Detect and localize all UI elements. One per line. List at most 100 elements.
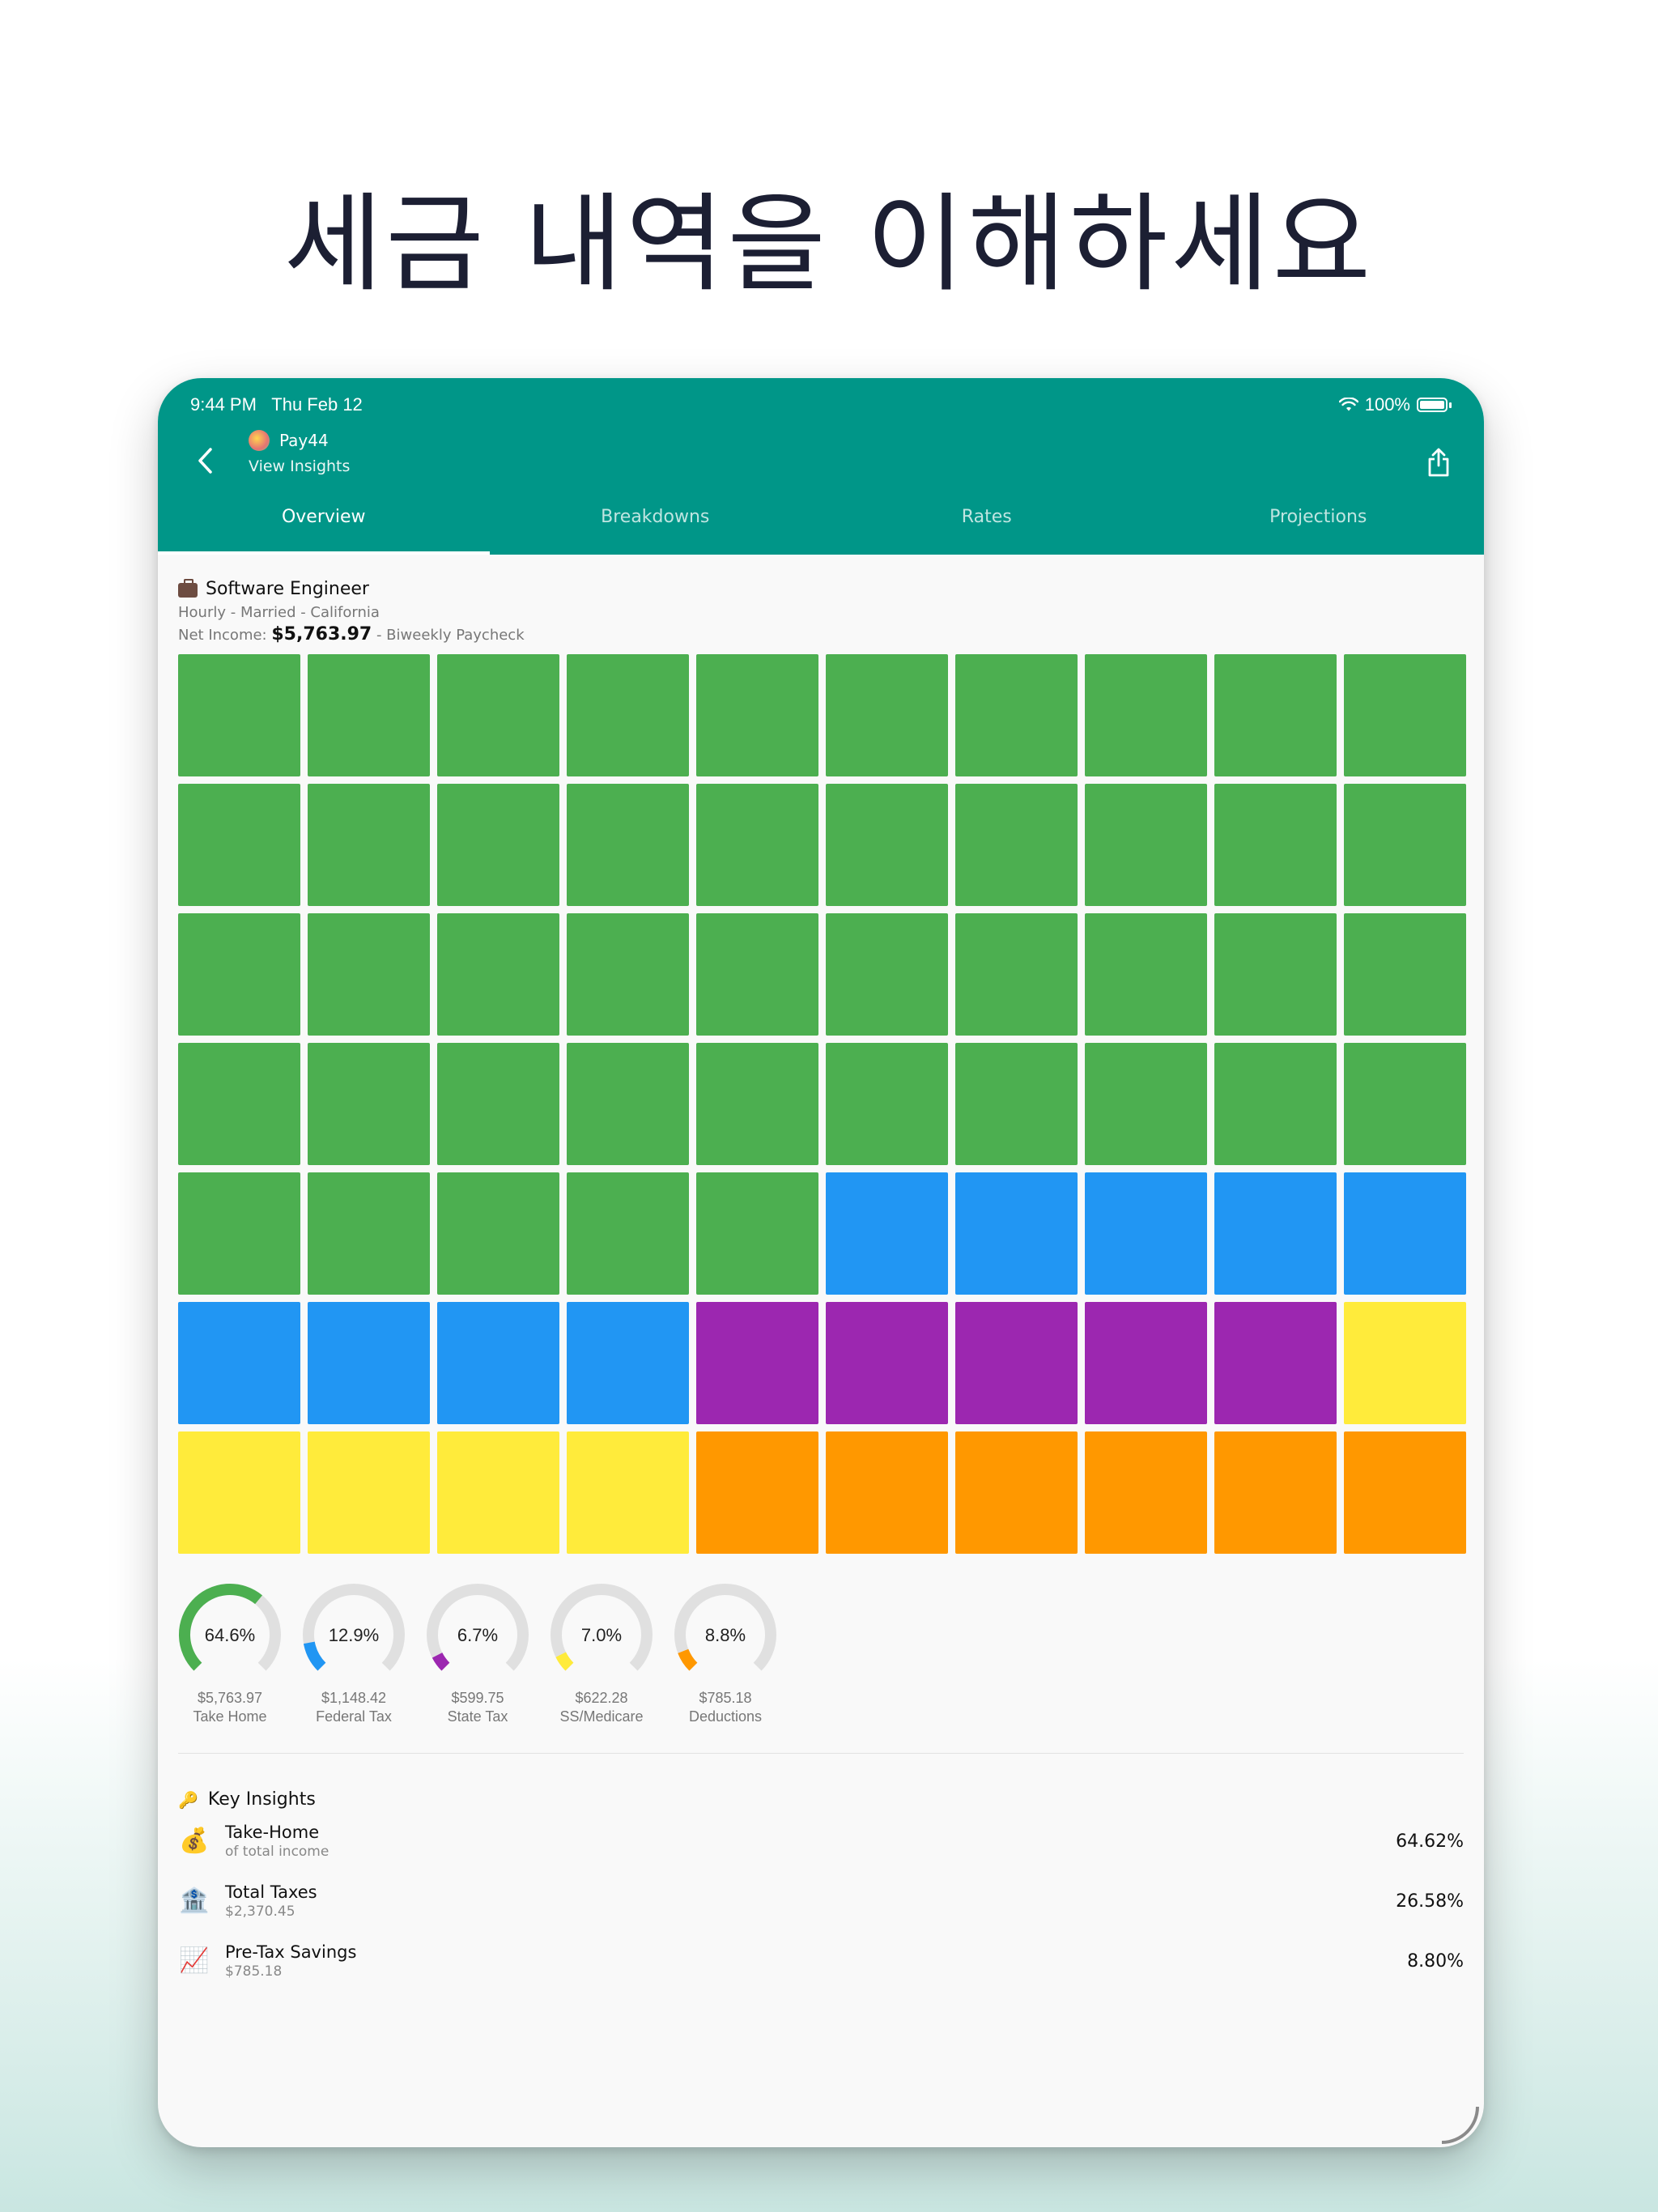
gauge-deductions: 8.8% $785.18 Deductions bbox=[674, 1583, 777, 1725]
waffle-cell-take-home bbox=[1085, 654, 1207, 776]
waffle-cell-deductions bbox=[955, 1431, 1078, 1554]
insight-sub: $785.18 bbox=[225, 1963, 283, 1980]
gauge-ss-medicare: 7.0% $622.28 SS/Medicare bbox=[550, 1583, 653, 1725]
waffle-cell-state bbox=[696, 1302, 818, 1424]
waffle-cell-take-home bbox=[696, 913, 818, 1036]
waffle-cell-take-home bbox=[955, 913, 1078, 1036]
waffle-cell-take-home bbox=[1214, 1043, 1337, 1165]
waffle-cell-take-home bbox=[1085, 1043, 1207, 1165]
gauge-row: 64.6% $5,763.97 Take Home 12.9% $1,148.4… bbox=[178, 1583, 1464, 1725]
gauge-percent: 7.0% bbox=[581, 1625, 622, 1645]
net-income-label: Net Income: bbox=[178, 627, 267, 644]
gauge-arc bbox=[179, 1584, 262, 1671]
gauge-ring: 6.7% bbox=[427, 1584, 529, 1671]
waffle-cell-take-home bbox=[1214, 654, 1337, 776]
page-headline: 세금 내역을 이해하세요 bbox=[283, 182, 1375, 307]
waffle-cell-take-home bbox=[178, 1172, 300, 1295]
waffle-cell-federal bbox=[1085, 1172, 1207, 1295]
waffle-cell-take-home bbox=[1344, 654, 1466, 776]
wifi-icon bbox=[1338, 398, 1358, 411]
back-button[interactable] bbox=[182, 438, 227, 483]
gauge-ring: 7.0% bbox=[551, 1584, 653, 1671]
status-date: Thu Feb 12 bbox=[271, 394, 363, 415]
status-right: 100% bbox=[1338, 394, 1452, 415]
gauge-federal-tax: 12.9% $1,148.42 Federal Tax bbox=[302, 1583, 406, 1725]
insight-name: Pre-Tax Savings bbox=[225, 1942, 357, 1962]
gauge-arc bbox=[555, 1652, 574, 1671]
app-logo-icon bbox=[249, 430, 270, 451]
insight-value: 64.62% bbox=[1396, 1831, 1464, 1852]
waffle-cell-take-home bbox=[178, 784, 300, 906]
key-insights-title: Key Insights bbox=[207, 1789, 316, 1810]
waffle-cell-take-home bbox=[696, 1172, 818, 1295]
waffle-cell-state bbox=[1085, 1302, 1207, 1424]
insight-total-taxes: 🏦 Total Taxes $2,370.45 26.58% bbox=[178, 1873, 1464, 1929]
insight-sub: $2,370.45 bbox=[225, 1904, 295, 1920]
app-title: Pay44 View Insights bbox=[249, 430, 350, 475]
waffle-cell-take-home bbox=[567, 1172, 689, 1295]
tab-overview[interactable]: Overview bbox=[158, 500, 490, 555]
gauge-percent: 8.8% bbox=[705, 1625, 746, 1645]
tablet-screen: 9:44 PM Thu Feb 12 100% Pay44 bbox=[158, 378, 1484, 2147]
gauge-take-home: 64.6% $5,763.97 Take Home bbox=[178, 1583, 282, 1725]
waffle-cell-take-home bbox=[567, 784, 689, 906]
waffle-cell-federal bbox=[955, 1172, 1078, 1295]
waffle-cell-take-home bbox=[1214, 913, 1337, 1036]
waffle-cell-take-home bbox=[178, 1043, 300, 1165]
insight-pretax-savings: 📈 Pre-Tax Savings $785.18 8.80% bbox=[178, 1933, 1464, 1989]
waffle-cell-ss-medicare bbox=[178, 1431, 300, 1554]
gauge-amount: $599.75 bbox=[451, 1690, 504, 1706]
waffle-cell-deductions bbox=[1344, 1431, 1466, 1554]
gauge-state-tax: 6.7% $599.75 State Tax bbox=[426, 1583, 529, 1725]
job-title-row: Software Engineer bbox=[178, 578, 1464, 599]
tab-rates[interactable]: Rates bbox=[961, 507, 1012, 527]
waffle-cell-take-home bbox=[178, 654, 300, 776]
resize-handle[interactable] bbox=[1442, 2107, 1479, 2144]
waffle-cell-federal bbox=[178, 1302, 300, 1424]
waffle-cell-take-home bbox=[437, 654, 559, 776]
gauge-amount: $622.28 bbox=[575, 1690, 628, 1706]
battery-tip bbox=[1449, 402, 1452, 408]
waffle-cell-state bbox=[1214, 1302, 1337, 1424]
waffle-cell-federal bbox=[308, 1302, 430, 1424]
waffle-cell-take-home bbox=[826, 1043, 948, 1165]
gauge-track bbox=[551, 1584, 653, 1671]
waffle-cell-take-home bbox=[308, 784, 430, 906]
chevron-left-icon bbox=[198, 448, 212, 474]
status-bar: 9:44 PM Thu Feb 12 100% bbox=[190, 388, 1452, 420]
waffle-cell-take-home bbox=[567, 1043, 689, 1165]
waffle-cell-take-home bbox=[826, 654, 948, 776]
tab-breakdowns[interactable]: Breakdowns bbox=[601, 507, 710, 527]
insight-name: Total Taxes bbox=[225, 1882, 317, 1902]
gauge-label: Deductions bbox=[688, 1708, 763, 1725]
gauge-arc bbox=[303, 1641, 326, 1671]
waffle-cell-take-home bbox=[437, 913, 559, 1036]
waffle-cell-state bbox=[826, 1302, 948, 1424]
waffle-cell-take-home bbox=[437, 784, 559, 906]
waffle-cell-take-home bbox=[826, 784, 948, 906]
gauge-track bbox=[427, 1584, 529, 1671]
tab-projections[interactable]: Projections bbox=[1269, 507, 1367, 527]
battery-icon bbox=[1417, 398, 1448, 412]
gauge-label: Take Home bbox=[193, 1708, 267, 1725]
gauge-ring: 64.6% bbox=[179, 1584, 281, 1671]
waffle-cell-federal bbox=[567, 1302, 689, 1424]
waffle-cell-deductions bbox=[1085, 1431, 1207, 1554]
share-button[interactable] bbox=[1416, 440, 1461, 485]
app-name: Pay44 bbox=[279, 431, 329, 450]
gauge-track bbox=[303, 1584, 405, 1671]
gauge-label: State Tax bbox=[447, 1708, 508, 1725]
waffle-cell-take-home bbox=[437, 1043, 559, 1165]
waffle-cell-take-home bbox=[696, 1043, 818, 1165]
waffle-cell-deductions bbox=[826, 1431, 948, 1554]
waffle-cell-take-home bbox=[1344, 913, 1466, 1036]
insight-name: Take-Home bbox=[225, 1823, 320, 1842]
waffle-cell-ss-medicare bbox=[567, 1431, 689, 1554]
waffle-cell-ss-medicare bbox=[437, 1431, 559, 1554]
key-insights-header: 🔑 Key Insights bbox=[178, 1789, 1464, 1810]
waffle-cell-take-home bbox=[1214, 784, 1337, 906]
gauge-amount: $5,763.97 bbox=[197, 1690, 263, 1706]
waffle-cell-take-home bbox=[308, 913, 430, 1036]
waffle-cell-take-home bbox=[1344, 1043, 1466, 1165]
insight-take-home: 💰 Take-Home of total income 64.62% bbox=[178, 1813, 1464, 1870]
